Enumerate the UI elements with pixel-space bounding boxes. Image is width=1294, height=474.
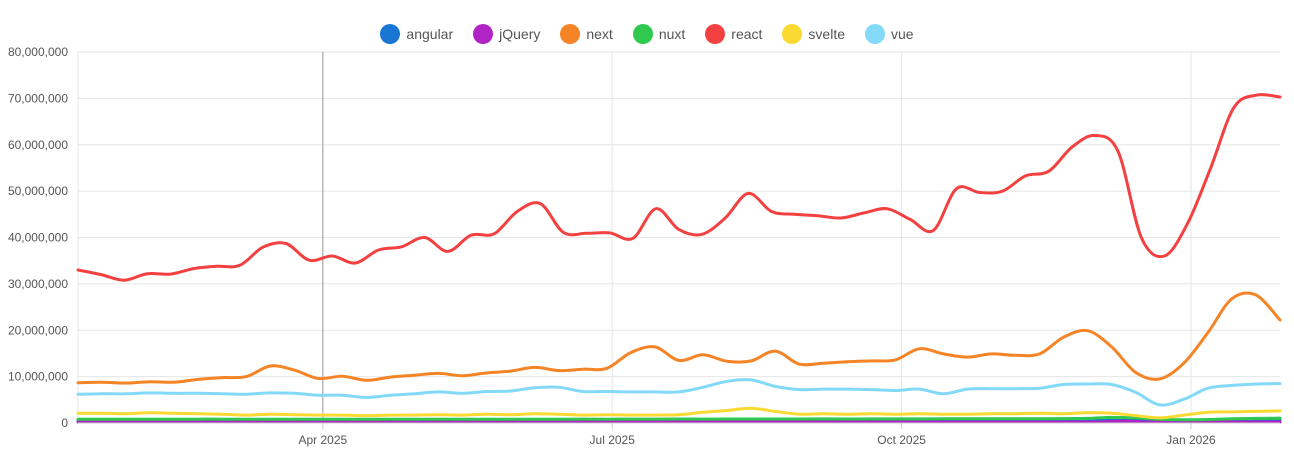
x-tick-label: Jul 2025	[590, 433, 636, 447]
y-tick-label: 30,000,000	[8, 277, 68, 291]
legend-item-angular[interactable]: angular	[380, 24, 453, 44]
legend-item-vue[interactable]: vue	[865, 24, 914, 44]
legend-label: angular	[406, 26, 454, 42]
legend-label: vue	[891, 26, 914, 42]
y-tick-label: 40,000,000	[8, 231, 68, 245]
y-tick-label: 60,000,000	[8, 138, 68, 152]
legend-swatch	[473, 24, 494, 44]
y-tick-label: 0	[61, 416, 68, 430]
x-tick-label: Oct 2025	[877, 433, 926, 447]
legend-swatch	[632, 24, 653, 44]
legend-item-react[interactable]: react	[705, 24, 762, 44]
chart-legend: angular jQuery next nuxt react svelte vue	[0, 24, 1294, 44]
y-tick-label: 20,000,000	[8, 323, 68, 337]
legend-item-nuxt[interactable]: nuxt	[632, 24, 686, 44]
series-line-vue	[76, 378, 1282, 407]
legend-swatch	[865, 24, 885, 44]
legend-label: jQuery	[499, 26, 541, 42]
legend-swatch	[380, 24, 401, 44]
y-tick-label: 50,000,000	[8, 184, 68, 198]
x-tick-label: Apr 2025	[299, 433, 348, 447]
legend-label: next	[586, 26, 613, 42]
series-line-next	[76, 291, 1282, 385]
legend-swatch	[560, 24, 581, 44]
y-tick-label: 10,000,000	[8, 370, 68, 384]
legend-item-next[interactable]: next	[560, 24, 613, 44]
series-line-jquery	[76, 419, 1282, 424]
legend-swatch	[705, 24, 726, 44]
x-tick-label: Jan 2026	[1166, 433, 1216, 447]
legend-label: svelte	[808, 26, 845, 42]
series-line-react	[76, 93, 1282, 282]
legend-swatch	[782, 24, 803, 44]
series-line-svelte	[76, 406, 1282, 420]
series-line-nuxt	[76, 415, 1282, 422]
legend-label: nuxt	[658, 26, 686, 42]
legend-label: react	[731, 26, 763, 42]
legend-item-jquery[interactable]: jQuery	[473, 24, 540, 44]
y-tick-label: 70,000,000	[8, 91, 68, 105]
legend-item-svelte[interactable]: svelte	[782, 24, 845, 44]
y-tick-label: 80,000,000	[8, 45, 68, 59]
